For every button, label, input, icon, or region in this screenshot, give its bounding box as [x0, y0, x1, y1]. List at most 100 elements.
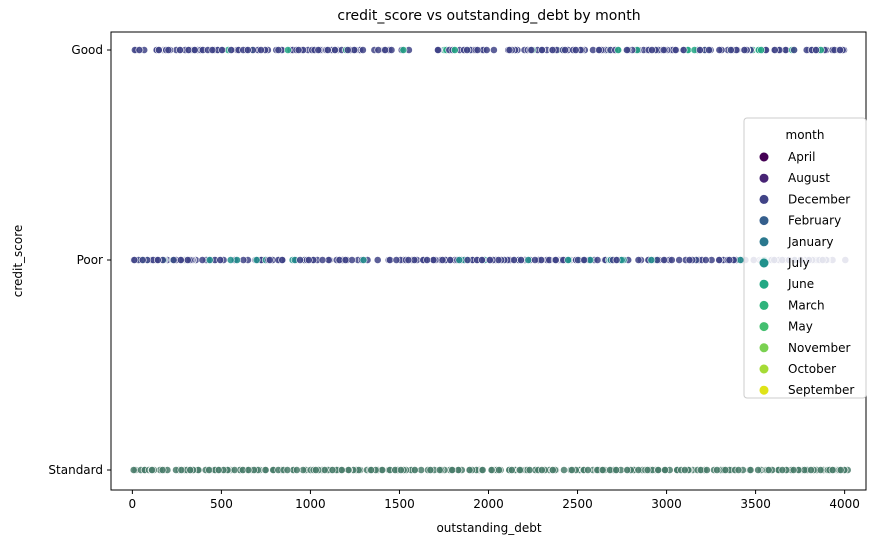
legend-marker: [759, 258, 769, 268]
data-point: [703, 466, 711, 474]
data-point: [836, 466, 845, 474]
legend-label: February: [788, 214, 841, 228]
legend-label: November: [788, 341, 850, 355]
data-point: [214, 466, 223, 474]
data-point: [660, 256, 668, 264]
data-point: [135, 46, 144, 54]
data-point: [654, 466, 663, 474]
data-point: [348, 256, 356, 264]
x-axis: 0 500 1000 1500 2000 2500 3000 3500 4000: [129, 490, 860, 511]
data-point: [434, 46, 442, 54]
data-point: [446, 256, 455, 264]
data-point: [685, 256, 694, 264]
data-point: [696, 46, 704, 54]
data-point: [265, 256, 274, 264]
data-point: [715, 256, 724, 264]
data-point: [675, 256, 684, 264]
y-tick-label: Poor: [77, 253, 103, 267]
data-point: [359, 256, 368, 264]
x-tick-label: 500: [210, 497, 233, 511]
data-point: [828, 466, 837, 474]
data-point: [661, 466, 669, 474]
data-point: [183, 256, 192, 264]
data-point: [667, 256, 676, 264]
x-tick-label: 0: [129, 497, 137, 511]
legend-marker: [759, 364, 769, 374]
data-point: [358, 46, 367, 54]
data-point: [790, 46, 798, 54]
legend-label: January: [787, 235, 834, 249]
data-point: [463, 46, 471, 54]
data-point: [373, 256, 382, 264]
data-point: [216, 256, 225, 264]
data-point: [659, 46, 668, 54]
data-point: [725, 256, 734, 264]
data-point: [634, 466, 643, 474]
data-point: [482, 46, 491, 54]
y-tick-label: Good: [71, 43, 103, 57]
data-point: [374, 46, 383, 54]
legend-title: month: [786, 128, 825, 142]
legend: month April August December February January…: [743, 117, 867, 399]
legend-items: April August December February January July Ju…: [759, 150, 854, 397]
legend-label: June: [787, 277, 814, 291]
data-point: [548, 466, 557, 474]
chart-title: credit_score vs outstanding_debt by mont…: [337, 8, 640, 24]
data-point: [510, 256, 518, 264]
data-point: [218, 46, 226, 54]
data-point: [623, 466, 632, 474]
data-point: [304, 256, 313, 264]
data-point: [473, 46, 482, 54]
data-point: [138, 256, 147, 264]
x-tick-label: 1000: [295, 497, 326, 511]
data-point: [734, 466, 743, 474]
data-point: [634, 256, 643, 264]
data-point: [198, 256, 207, 264]
data-point: [227, 46, 236, 54]
x-tick-label: 3000: [651, 497, 682, 511]
data-point: [314, 46, 323, 54]
legend-box: [743, 117, 867, 399]
data-point: [448, 466, 456, 474]
data-point: [487, 466, 496, 474]
data-point: [438, 256, 447, 264]
data-point: [296, 256, 304, 264]
data-point: [153, 256, 162, 264]
legend-marker: [759, 343, 769, 353]
legend-label: August: [788, 171, 830, 185]
data-point: [426, 466, 435, 474]
legend-label: December: [788, 192, 850, 206]
data-point: [278, 256, 287, 264]
data-point: [176, 256, 185, 264]
data-point: [560, 466, 568, 474]
data-point: [612, 466, 620, 474]
data-point: [478, 466, 487, 474]
data-point: [598, 466, 607, 474]
y-axis-label: credit_score: [11, 225, 25, 298]
data-point: [538, 46, 546, 54]
legend-label: September: [788, 383, 854, 397]
data-point: [190, 46, 199, 54]
legend-label: April: [788, 150, 815, 164]
data-point: [705, 46, 713, 54]
legend-marker: [759, 237, 769, 247]
data-point: [164, 46, 173, 54]
data-point: [378, 466, 387, 474]
legend-marker: [759, 216, 769, 226]
data-point: [495, 466, 503, 474]
data-point: [531, 256, 539, 264]
data-point: [435, 466, 444, 474]
x-tick-label: 3500: [740, 497, 771, 511]
data-point: [148, 466, 156, 474]
data-point: [341, 256, 350, 264]
data-point: [311, 466, 320, 474]
data-point: [571, 46, 580, 54]
data-point: [564, 256, 572, 264]
data-point: [524, 256, 533, 264]
data-point: [527, 46, 536, 54]
data-point: [816, 466, 825, 474]
data-point: [463, 256, 472, 264]
data-point: [176, 46, 184, 54]
data-point: [283, 46, 292, 54]
data-point: [186, 466, 195, 474]
